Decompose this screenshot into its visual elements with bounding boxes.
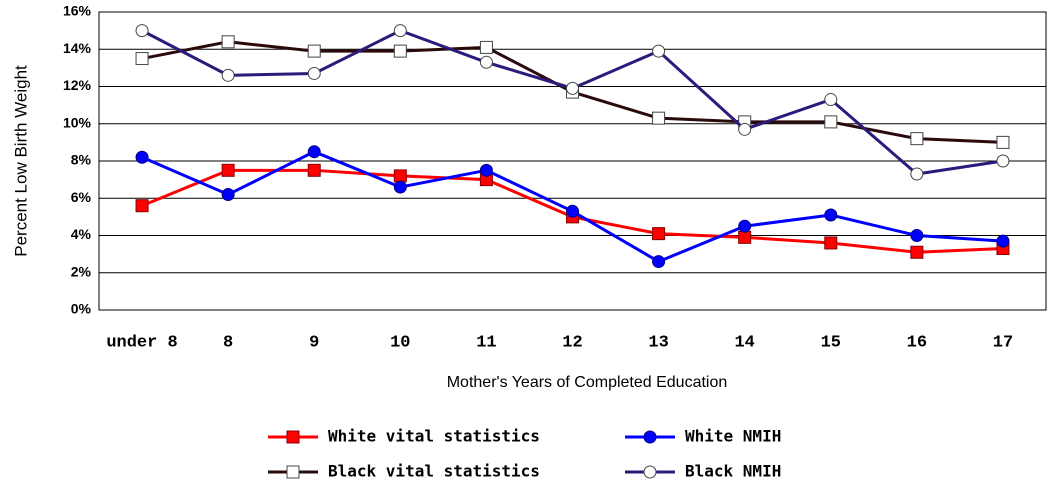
data-point — [221, 163, 235, 177]
x-tick-label: 16 — [907, 333, 927, 352]
x-tick-label: under 8 — [106, 333, 177, 352]
x-tick-label: 17 — [993, 333, 1013, 352]
data-point — [652, 227, 666, 241]
data-point — [221, 68, 235, 82]
data-point — [307, 44, 321, 58]
data-point — [824, 93, 838, 107]
y-tick-label: 10% — [63, 114, 92, 130]
y-tick-label: 0% — [71, 301, 92, 317]
data-point — [135, 150, 149, 164]
data-point — [135, 199, 149, 213]
data-point — [910, 167, 924, 181]
data-point — [738, 122, 752, 136]
data-point — [652, 44, 666, 58]
data-point — [479, 40, 493, 54]
legend-label: White NMIH — [685, 427, 781, 446]
data-point — [738, 230, 752, 244]
legend-marker — [286, 465, 300, 479]
y-tick-label: 6% — [71, 189, 92, 205]
data-point — [566, 204, 579, 218]
data-point — [393, 169, 407, 183]
data-point — [393, 44, 407, 58]
x-tick-label: 15 — [821, 333, 841, 352]
data-point — [910, 245, 924, 259]
data-point — [652, 111, 666, 125]
x-tick-label: 8 — [223, 333, 233, 352]
data-point — [393, 24, 407, 38]
data-point — [824, 115, 838, 129]
x-tick-label: 10 — [390, 333, 410, 352]
data-point — [479, 55, 493, 69]
data-point — [996, 135, 1010, 149]
data-point — [221, 35, 235, 49]
x-tick-label: 14 — [734, 333, 754, 352]
data-point — [824, 236, 838, 250]
data-point — [479, 163, 493, 177]
data-point — [135, 52, 149, 66]
data-point — [135, 24, 149, 38]
x-tick-label: 13 — [648, 333, 668, 352]
data-point — [307, 163, 321, 177]
x-tick-label: 11 — [476, 333, 496, 352]
y-tick-label: 14% — [63, 40, 92, 56]
y-tick-label: 12% — [63, 77, 92, 93]
legend-marker — [643, 430, 657, 444]
x-axis-label: Mother's Years of Completed Education — [447, 374, 728, 391]
data-point — [910, 132, 924, 146]
legend-label: Black NMIH — [685, 462, 781, 481]
y-tick-label: 4% — [71, 226, 92, 242]
data-point — [824, 208, 838, 222]
data-point — [996, 234, 1010, 248]
data-point — [652, 255, 666, 269]
data-point — [910, 229, 924, 242]
data-point — [307, 145, 321, 159]
data-point — [738, 219, 752, 233]
y-tick-label: 16% — [63, 3, 92, 19]
data-point — [307, 66, 321, 80]
data-point — [393, 180, 407, 194]
legend-marker — [643, 465, 657, 479]
data-point — [221, 188, 235, 202]
y-tick-label: 8% — [71, 152, 92, 168]
series-line — [141, 28, 1004, 176]
legend-label: Black vital statistics — [328, 462, 540, 481]
legend-marker — [286, 430, 300, 444]
x-tick-label: 12 — [562, 333, 582, 352]
y-tick-label: 2% — [71, 263, 92, 279]
legend-label: White vital statistics — [328, 427, 540, 446]
x-tick-label: 9 — [309, 333, 319, 352]
data-point — [566, 81, 579, 95]
data-point — [996, 154, 1010, 168]
y-axis-label: Percent Low Birth Weight — [11, 65, 30, 257]
